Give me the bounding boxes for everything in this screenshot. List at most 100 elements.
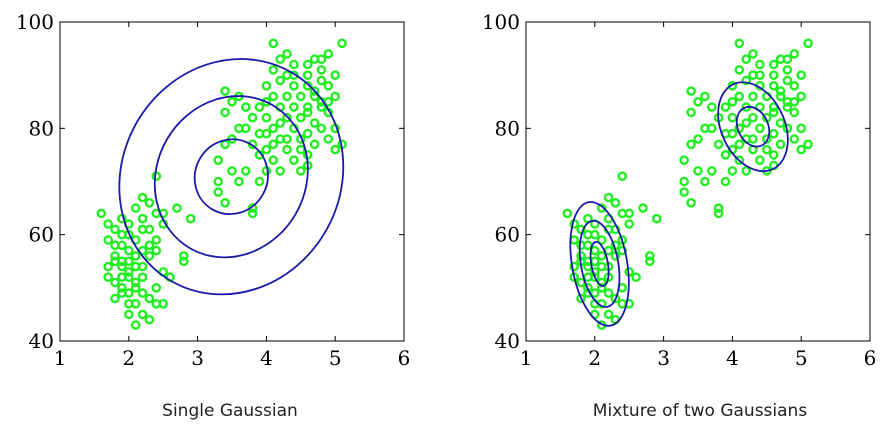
- data-point: [124, 272, 134, 283]
- y-tick-label: 60: [29, 223, 54, 247]
- data-point: [275, 166, 286, 176]
- points-layer: [96, 38, 347, 330]
- data-point: [247, 112, 258, 123]
- data-point: [254, 102, 265, 112]
- data-point: [775, 118, 786, 128]
- data-point: [596, 251, 607, 261]
- data-point: [282, 91, 292, 102]
- data-point: [110, 293, 120, 304]
- data-point: [185, 213, 196, 224]
- chart-caption: Mixture of two Gaussians: [593, 401, 808, 421]
- data-point: [686, 107, 696, 118]
- data-point: [768, 81, 779, 91]
- data-point: [727, 81, 738, 91]
- data-point: [96, 208, 107, 219]
- data-point: [323, 134, 334, 144]
- data-point: [275, 54, 286, 65]
- data-point: [707, 123, 717, 134]
- data-point: [330, 144, 341, 155]
- data-point: [727, 166, 738, 176]
- gaussian-contour: [717, 81, 789, 173]
- data-point: [240, 123, 251, 134]
- data-point: [316, 102, 327, 112]
- data-point: [261, 144, 272, 155]
- y-tick-label: 100: [482, 10, 520, 34]
- x-tick-label: 5: [795, 346, 808, 370]
- data-point: [302, 128, 313, 139]
- data-point: [295, 91, 306, 102]
- data-point: [651, 213, 662, 224]
- x-tick-label: 5: [329, 346, 342, 370]
- data-point: [289, 102, 299, 112]
- data-point: [337, 38, 347, 49]
- data-point: [741, 118, 752, 128]
- data-point: [117, 282, 127, 293]
- gaussian-contour: [578, 219, 621, 308]
- data-point: [693, 134, 703, 144]
- data-point: [247, 208, 258, 219]
- data-point: [748, 112, 758, 123]
- data-point: [686, 86, 696, 96]
- data-point: [803, 139, 813, 150]
- data-point: [576, 224, 586, 235]
- data-point: [309, 86, 320, 96]
- data-point: [755, 123, 765, 134]
- data-point: [741, 166, 752, 176]
- data-point: [707, 166, 717, 176]
- data-point: [275, 75, 286, 86]
- data-point: [268, 139, 279, 150]
- data-point: [569, 235, 580, 245]
- data-point: [254, 128, 265, 139]
- data-point: [268, 65, 279, 75]
- data-point: [596, 282, 607, 293]
- y-tick-label: 40: [29, 329, 54, 353]
- data-point: [707, 102, 717, 112]
- data-point: [144, 224, 155, 235]
- data-point: [789, 49, 800, 59]
- data-point: [720, 150, 731, 160]
- data-point: [693, 166, 703, 176]
- data-point: [569, 261, 580, 272]
- data-point: [137, 272, 148, 283]
- data-point: [734, 155, 745, 165]
- data-point: [762, 144, 772, 155]
- data-point: [734, 38, 745, 49]
- data-point: [220, 197, 230, 208]
- data-point: [624, 208, 635, 219]
- data-point: [686, 139, 696, 150]
- data-point: [124, 267, 134, 277]
- data-point: [227, 97, 237, 107]
- data-point: [789, 97, 800, 107]
- data-point: [768, 107, 779, 118]
- data-point: [316, 54, 327, 65]
- data-point: [261, 112, 272, 123]
- data-point: [700, 176, 710, 187]
- data-point: [172, 203, 182, 213]
- data-point: [268, 91, 279, 102]
- data-point: [748, 91, 758, 102]
- data-point: [603, 309, 614, 320]
- data-point: [713, 139, 724, 150]
- x-tick-label: 2: [588, 346, 601, 370]
- data-point: [789, 134, 800, 144]
- data-point: [645, 251, 655, 261]
- data-point: [734, 65, 745, 75]
- data-point: [295, 166, 306, 176]
- data-point: [130, 277, 141, 288]
- data-point: [590, 229, 600, 240]
- data-point: [220, 107, 230, 118]
- gaussian-contour: [589, 240, 610, 287]
- data-point: [220, 86, 230, 96]
- data-point: [686, 197, 696, 208]
- data-point: [323, 97, 334, 107]
- data-point: [596, 203, 607, 213]
- data-point: [117, 261, 127, 272]
- data-point: [144, 197, 155, 208]
- y-tick-label: 80: [29, 116, 54, 140]
- x-tick-label: 4: [726, 346, 739, 370]
- data-point: [768, 128, 779, 139]
- data-point: [103, 235, 113, 245]
- data-point: [151, 282, 162, 293]
- data-point: [124, 245, 134, 256]
- x-tick-label: 6: [398, 346, 411, 370]
